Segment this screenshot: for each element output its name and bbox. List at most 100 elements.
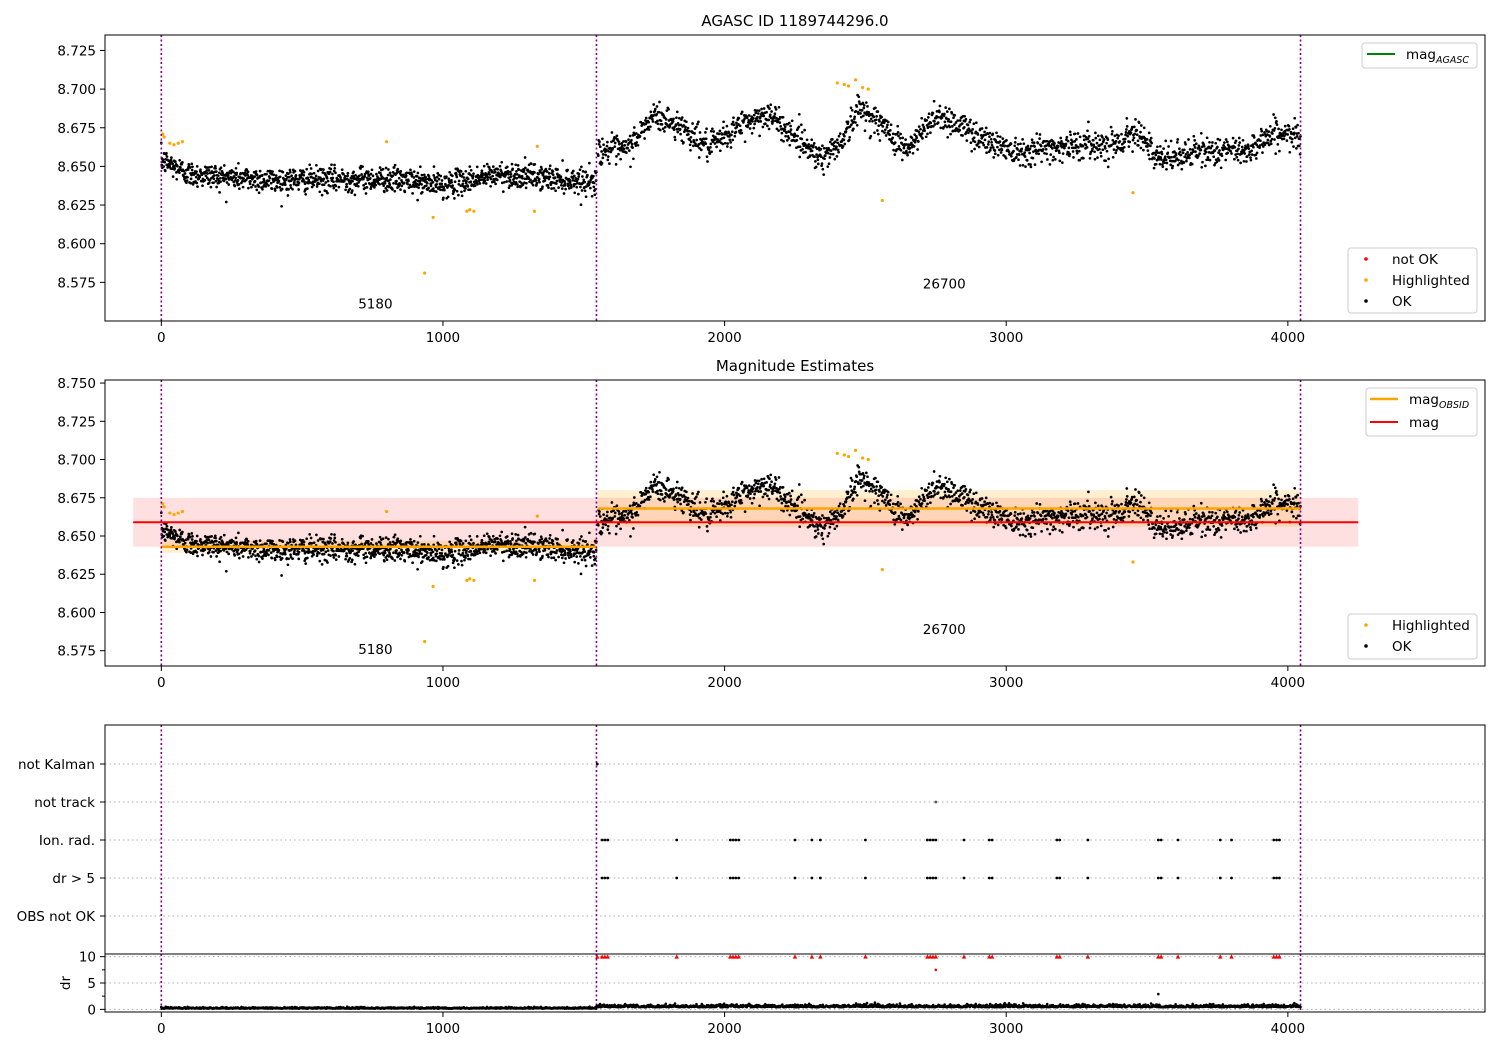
ok-point [689, 510, 693, 514]
ok-point [534, 179, 538, 182]
ok-point [1110, 143, 1113, 147]
ok-point [280, 574, 283, 577]
ok-point [1239, 161, 1242, 165]
ok-point [1033, 163, 1037, 166]
ok-point [921, 137, 924, 140]
ok-point [383, 190, 386, 194]
ok-point [771, 492, 774, 495]
ok-point [948, 125, 952, 129]
ok-point [162, 165, 166, 168]
ok-point [509, 170, 512, 174]
ok-point [566, 538, 569, 541]
ok-point [790, 489, 794, 493]
ok-point [710, 150, 713, 154]
ok-point [789, 128, 793, 131]
ok-point [884, 134, 888, 137]
ok-point [636, 513, 640, 517]
ok-point [326, 179, 330, 183]
ok-point [357, 181, 360, 184]
ok-point [278, 539, 281, 542]
ok-point [692, 144, 695, 148]
ok-point [798, 525, 802, 529]
ok-point [958, 119, 962, 122]
ok-point [671, 490, 675, 493]
ok-point [738, 124, 742, 128]
ok-point [1133, 141, 1137, 145]
ok-point [384, 536, 388, 539]
ok-point [1230, 152, 1233, 155]
ok-point [897, 134, 900, 138]
ok-point [476, 173, 480, 177]
ok-point [926, 116, 930, 119]
ok-point [878, 139, 882, 142]
ok-point [799, 123, 803, 127]
ok-point [314, 174, 318, 178]
ok-point [283, 183, 287, 187]
ok-point [253, 175, 257, 178]
ok-point [923, 129, 926, 133]
ok-point [857, 112, 860, 116]
ok-point [656, 492, 660, 496]
ok-point [983, 138, 987, 142]
ok-point [360, 173, 363, 176]
ok-point [571, 169, 575, 173]
ok-point [425, 181, 429, 185]
ok-point [947, 117, 950, 121]
ok-point [831, 138, 834, 141]
ok-point [974, 121, 978, 125]
ok-point [384, 166, 388, 170]
ok-point [580, 535, 583, 538]
ok-point [224, 200, 228, 204]
ok-point [638, 134, 642, 138]
ok-point [1106, 165, 1110, 169]
ok-point [798, 515, 802, 518]
ok-point [559, 175, 563, 179]
ok-point [1236, 152, 1240, 156]
ok-point [704, 512, 708, 515]
ok-point [190, 168, 194, 172]
ok-point [611, 516, 615, 520]
ok-point [916, 148, 919, 151]
ok-point [852, 127, 855, 131]
ok-point [1283, 124, 1287, 128]
ok-point [760, 477, 763, 481]
ok-point [756, 485, 759, 489]
ok-point [277, 548, 281, 552]
ok-point [222, 533, 226, 537]
ok-point [730, 133, 733, 137]
ok-point [306, 187, 309, 190]
ok-point [340, 537, 344, 541]
highlighted-point [880, 198, 884, 203]
ok-point [435, 552, 439, 556]
ok-point [170, 156, 173, 159]
ok-point [826, 151, 830, 155]
ok-point [1266, 138, 1270, 142]
ok-point [963, 119, 967, 123]
ok-point [374, 183, 378, 187]
ok-point [165, 155, 169, 158]
ok-point [1052, 155, 1055, 159]
ok-point [829, 152, 833, 156]
ok-point [473, 184, 477, 187]
ok-point [632, 527, 635, 530]
ok-point [1071, 150, 1075, 153]
ok-point [491, 174, 494, 178]
ok-point [1224, 158, 1228, 162]
ok-point [257, 191, 261, 195]
ok-point [281, 170, 285, 174]
ok-point [509, 175, 513, 179]
ok-point [534, 548, 538, 552]
ok-point [1142, 126, 1146, 130]
ok-point [919, 127, 922, 131]
ok-point [1287, 124, 1291, 128]
ok-point [711, 134, 715, 138]
ok-point [658, 128, 662, 132]
ok-point [660, 493, 664, 496]
ok-point [1261, 133, 1265, 137]
ok-point [972, 136, 976, 140]
ok-point [431, 550, 435, 554]
ok-point [689, 135, 693, 139]
ok-point [1130, 125, 1134, 129]
ok-point [450, 180, 454, 184]
ok-point [225, 171, 229, 175]
